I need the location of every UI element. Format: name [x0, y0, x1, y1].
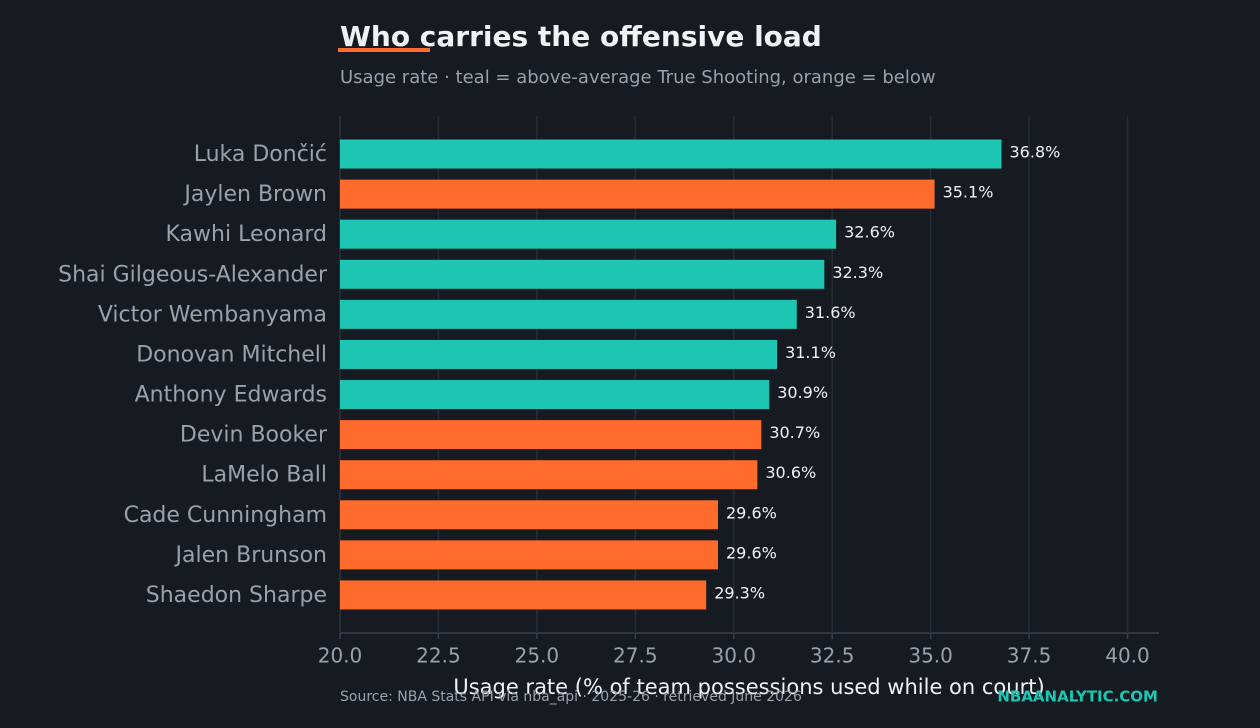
- bar: [340, 580, 707, 610]
- value-label: 30.9%: [777, 383, 828, 402]
- x-tick-label: 20.0: [318, 644, 363, 668]
- value-label: 31.6%: [805, 303, 856, 322]
- x-tick-label: 22.5: [416, 644, 461, 668]
- bar: [340, 139, 1002, 169]
- bar: [340, 500, 718, 530]
- value-label: 35.1%: [943, 183, 994, 202]
- bar: [340, 460, 758, 490]
- value-label: 29.3%: [714, 583, 765, 602]
- value-label: 31.1%: [785, 343, 836, 362]
- y-tick-label: Jaylen Brown: [182, 182, 327, 207]
- bar: [340, 299, 797, 329]
- x-tick-label: 37.5: [1007, 644, 1052, 668]
- x-tick-label: 27.5: [613, 644, 658, 668]
- bar: [340, 219, 837, 249]
- value-label: 32.6%: [844, 223, 895, 242]
- value-label: 36.8%: [1010, 143, 1061, 162]
- value-label: 30.7%: [769, 423, 820, 442]
- y-tick-label: Kawhi Leonard: [166, 222, 327, 247]
- x-axis-label: Usage rate (% of team possessions used w…: [453, 675, 1044, 699]
- y-tick-label: Victor Wembanyama: [98, 302, 327, 327]
- y-tick-label: LaMelo Ball: [201, 463, 327, 488]
- y-tick-label: Donovan Mitchell: [136, 342, 327, 367]
- x-tick-label: 35.0: [908, 644, 953, 668]
- bar: [340, 179, 935, 209]
- y-tick-label: Cade Cunningham: [124, 503, 327, 528]
- y-tick-label: Luka Dončić: [194, 142, 327, 167]
- x-tick-label: 25.0: [515, 644, 560, 668]
- chart-title: Who carries the offensive load: [340, 20, 822, 53]
- x-tick-label: 40.0: [1105, 644, 1150, 668]
- x-tick-label: 30.0: [711, 644, 756, 668]
- bar: [340, 259, 825, 289]
- y-tick-label: Shaedon Sharpe: [146, 583, 327, 608]
- title-underline: [338, 48, 430, 52]
- value-label: 30.6%: [765, 463, 816, 482]
- bar: [340, 420, 762, 450]
- y-tick-label: Anthony Edwards: [135, 383, 327, 408]
- bar: [340, 339, 778, 369]
- source: Source: NBA Stats API via nba_api · 2025…: [340, 689, 802, 705]
- value-label: 29.6%: [726, 543, 777, 562]
- x-tick-label: 32.5: [810, 644, 855, 668]
- bar: [340, 540, 718, 570]
- value-label: 29.6%: [726, 503, 777, 522]
- bar: [340, 380, 770, 410]
- y-tick-label: Devin Booker: [180, 423, 328, 448]
- chart-subtitle: Usage rate · teal = above-average True S…: [340, 67, 936, 88]
- y-tick-label: Jalen Brunson: [174, 543, 327, 568]
- value-label: 32.3%: [832, 263, 883, 282]
- y-tick-label: Shai Gilgeous-Alexander: [58, 262, 328, 287]
- brand: NBAANALYTIC.COM: [997, 688, 1158, 706]
